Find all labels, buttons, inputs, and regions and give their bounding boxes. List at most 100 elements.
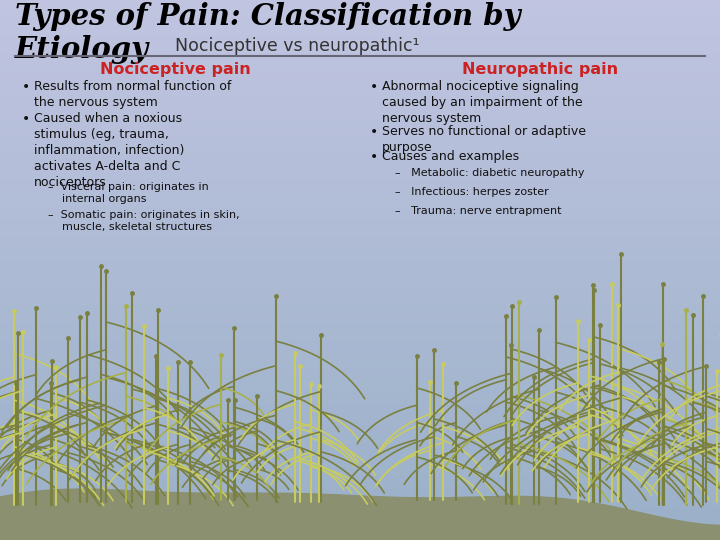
Bar — [0, 441, 720, 446]
Bar — [0, 98, 720, 104]
Bar — [0, 188, 720, 193]
Bar — [0, 202, 720, 207]
Bar — [0, 206, 720, 212]
Bar — [0, 242, 720, 247]
Bar — [0, 107, 720, 112]
Bar — [0, 36, 720, 40]
Bar — [0, 31, 720, 36]
Bar — [0, 512, 720, 517]
Text: –   Metabolic: diabetic neuropathy: – Metabolic: diabetic neuropathy — [395, 168, 585, 178]
Bar — [0, 252, 720, 256]
Bar — [0, 71, 720, 77]
Bar — [0, 495, 720, 500]
Bar — [0, 360, 720, 365]
Bar — [0, 485, 720, 490]
Bar — [0, 508, 720, 513]
Text: Results from normal function of
the nervous system: Results from normal function of the nerv… — [34, 80, 231, 109]
Bar — [0, 134, 720, 139]
Bar — [0, 387, 720, 392]
Bar — [0, 454, 720, 459]
Bar — [0, 526, 720, 531]
Bar — [0, 260, 720, 266]
Bar — [0, 368, 720, 374]
Text: Nociceptive pain: Nociceptive pain — [99, 62, 251, 77]
Bar — [0, 422, 720, 428]
Bar — [0, 530, 720, 536]
Bar — [0, 148, 720, 153]
Bar — [0, 17, 720, 23]
Bar — [0, 0, 720, 4]
Bar — [0, 333, 720, 338]
Bar — [0, 63, 720, 68]
Bar — [0, 306, 720, 310]
Bar — [0, 157, 720, 162]
Bar — [0, 256, 720, 261]
Bar — [0, 463, 720, 468]
Bar — [0, 409, 720, 414]
Text: –  Visceral pain: originates in
    internal organs: – Visceral pain: originates in internal … — [48, 182, 209, 205]
Bar — [0, 184, 720, 189]
Bar — [0, 382, 720, 387]
Text: •: • — [370, 125, 378, 139]
Bar — [0, 94, 720, 99]
Text: Neuropathic pain: Neuropathic pain — [462, 62, 618, 77]
Bar — [0, 49, 720, 54]
Bar — [0, 13, 720, 18]
Bar — [0, 144, 720, 149]
Text: •: • — [370, 80, 378, 94]
Bar — [0, 418, 720, 423]
Bar — [0, 314, 720, 320]
Bar — [0, 53, 720, 58]
Bar — [0, 44, 720, 50]
Bar — [0, 449, 720, 455]
Bar — [0, 522, 720, 526]
Bar — [0, 139, 720, 144]
Bar — [0, 211, 720, 216]
Bar — [0, 229, 720, 234]
Bar — [0, 476, 720, 482]
Bar — [0, 179, 720, 185]
Bar — [0, 171, 720, 176]
Bar — [0, 112, 720, 117]
Bar — [0, 152, 720, 158]
Bar — [0, 431, 720, 436]
Bar — [0, 233, 720, 239]
Bar — [0, 490, 720, 495]
Bar — [0, 58, 720, 63]
Bar — [0, 445, 720, 450]
Text: Etiology: Etiology — [15, 35, 149, 64]
Bar — [0, 391, 720, 396]
Text: Nociceptive vs neuropathic¹: Nociceptive vs neuropathic¹ — [175, 37, 420, 55]
Bar — [0, 117, 720, 122]
Bar — [0, 517, 720, 522]
Text: •: • — [22, 112, 30, 126]
Bar — [0, 373, 720, 378]
Bar — [0, 481, 720, 486]
Bar — [0, 283, 720, 288]
Bar — [0, 193, 720, 198]
Bar — [0, 458, 720, 463]
Text: Caused when a noxious
stimulus (eg, trauma,
inflammation, infection)
activates A: Caused when a noxious stimulus (eg, trau… — [34, 112, 184, 189]
Bar — [0, 76, 720, 81]
Bar — [0, 350, 720, 355]
Bar — [0, 468, 720, 472]
Bar — [0, 85, 720, 90]
Bar — [0, 296, 720, 301]
Text: Serves no functional or adaptive
purpose: Serves no functional or adaptive purpose — [382, 125, 586, 154]
Bar — [0, 395, 720, 401]
Bar — [0, 265, 720, 270]
Bar — [0, 427, 720, 432]
Bar — [0, 90, 720, 94]
Bar — [0, 220, 720, 225]
Bar — [0, 364, 720, 369]
Bar — [0, 355, 720, 360]
Bar — [0, 215, 720, 220]
Bar — [0, 301, 720, 306]
Bar — [0, 535, 720, 540]
Bar — [0, 472, 720, 477]
Text: –   Trauma: nerve entrapment: – Trauma: nerve entrapment — [395, 206, 562, 216]
Text: –  Somatic pain: originates in skin,
    muscle, skeletal structures: – Somatic pain: originates in skin, musc… — [48, 210, 240, 232]
Text: •: • — [370, 150, 378, 164]
Bar — [0, 121, 720, 126]
Text: Abnormal nociceptive signaling
caused by an impairment of the
nervous system: Abnormal nociceptive signaling caused by… — [382, 80, 582, 125]
